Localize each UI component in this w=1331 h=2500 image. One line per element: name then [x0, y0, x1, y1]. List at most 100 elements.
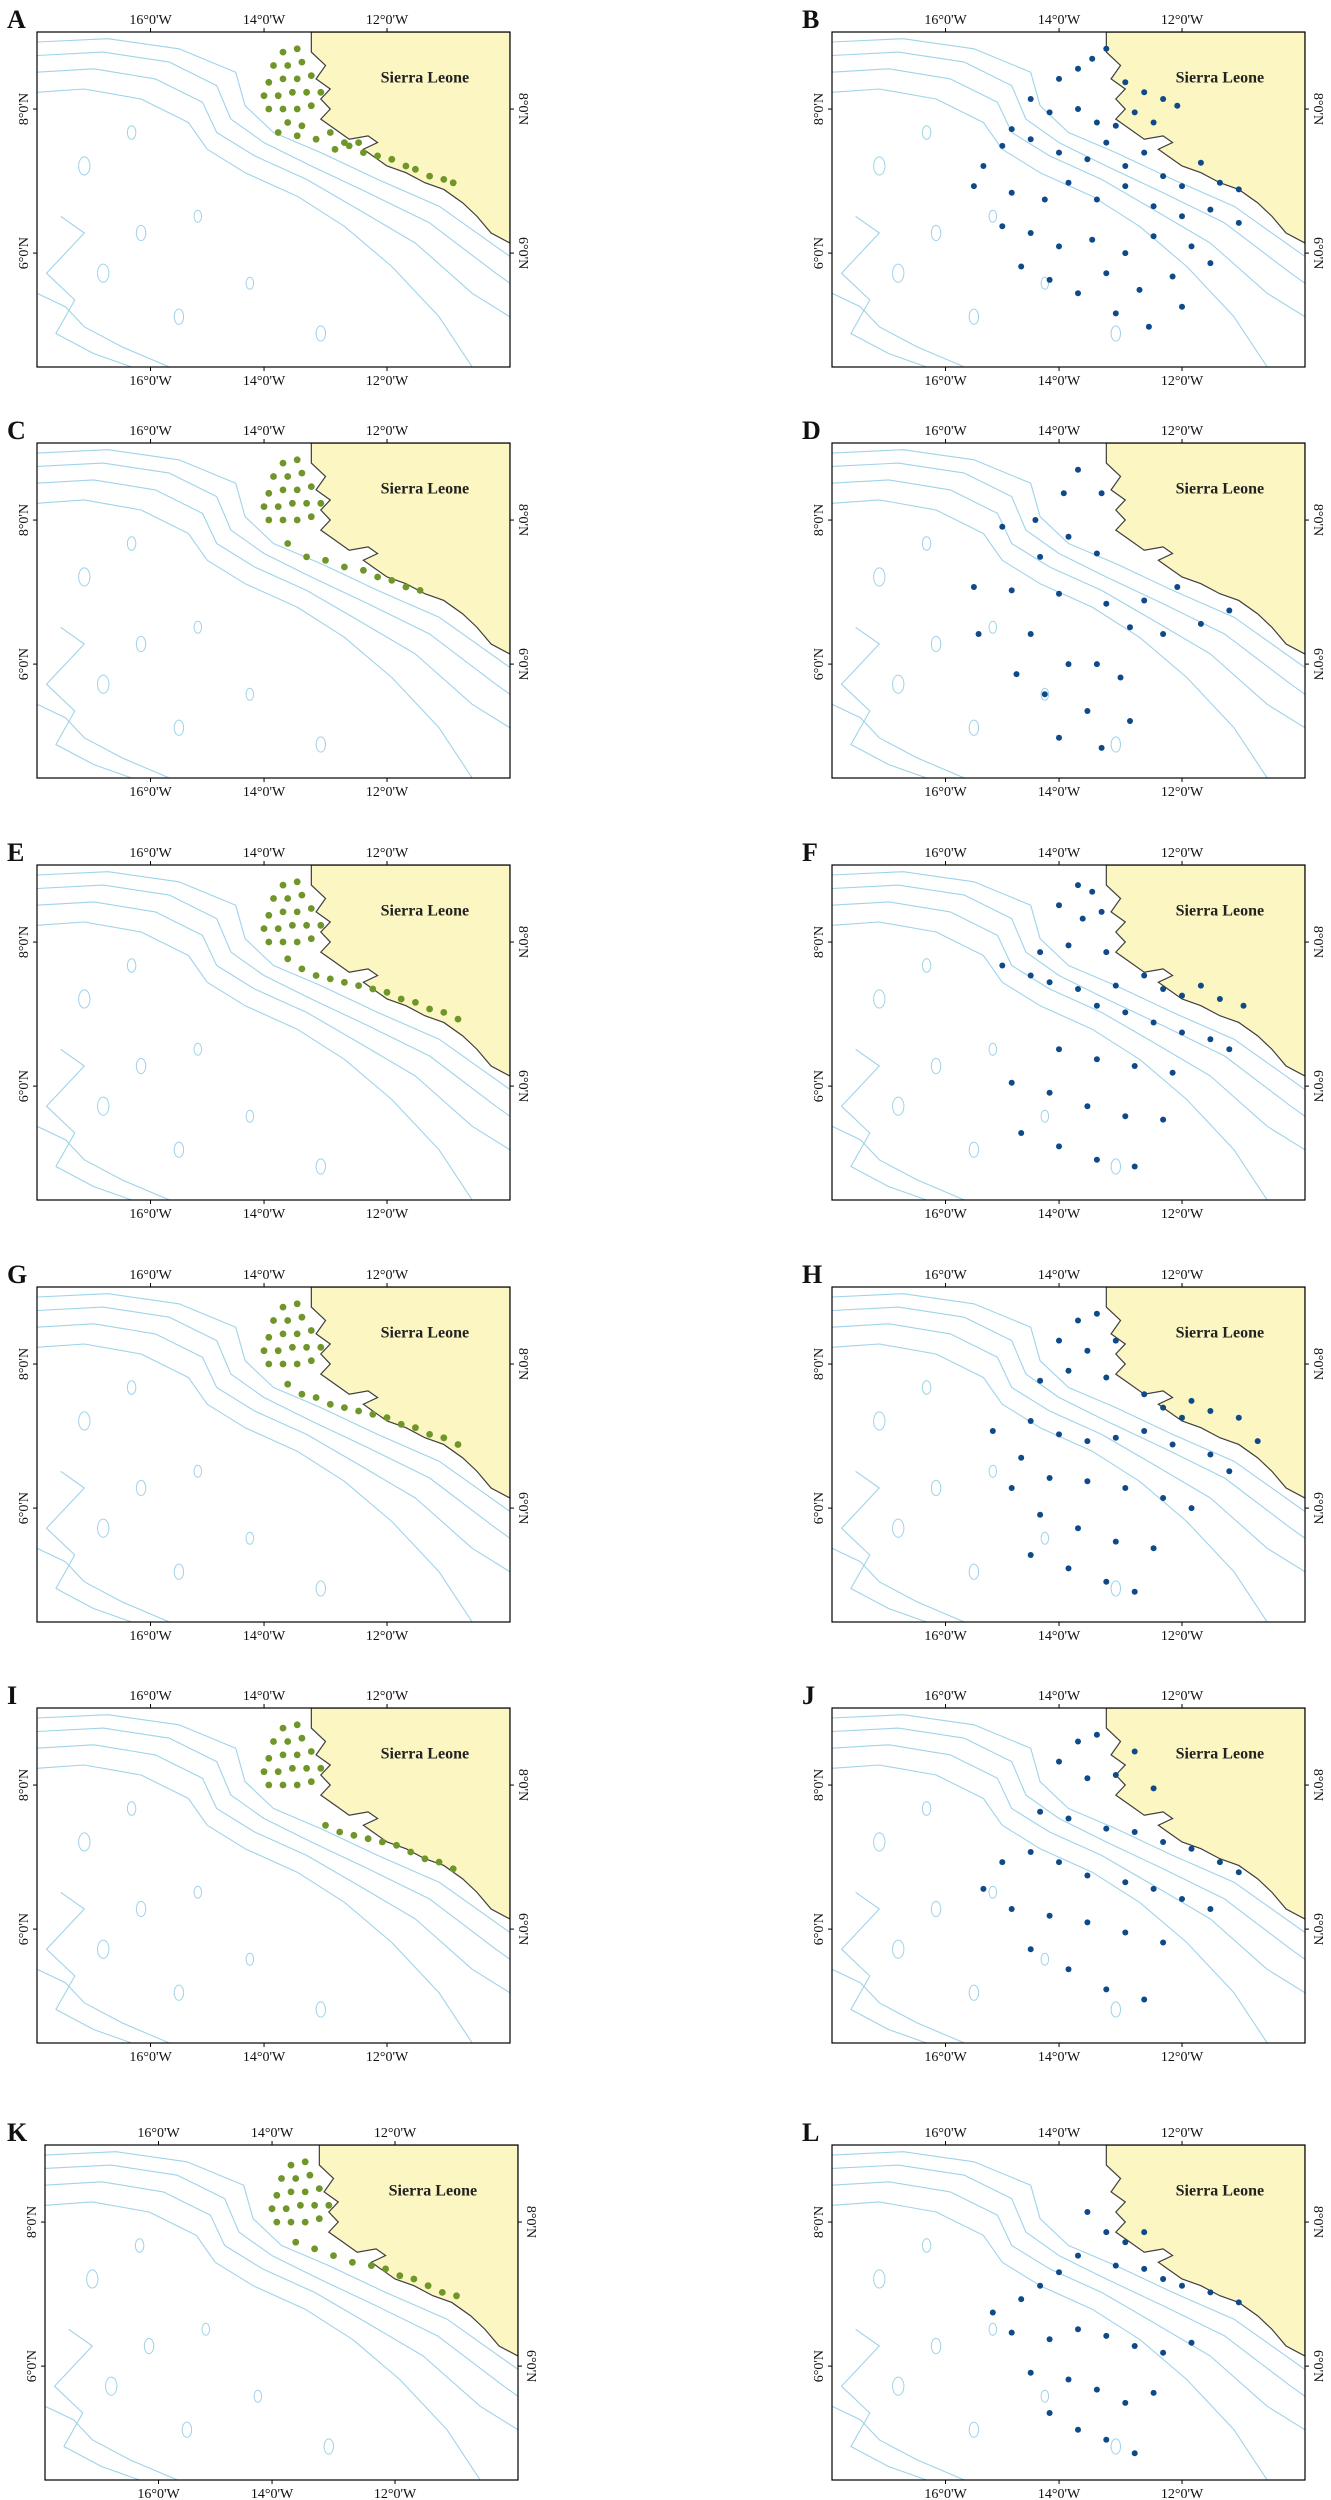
seamount-contour	[873, 156, 886, 176]
seamount-contour	[193, 1885, 203, 1899]
longitude-tick-label-top: 14°0'W	[243, 846, 286, 861]
sampling-station	[1037, 1511, 1044, 1518]
longitude-tick-label-bottom: 16°0'W	[924, 374, 967, 389]
sampling-station	[1027, 1552, 1034, 1558]
latitude-tick-label-right: 8°0'N	[1310, 93, 1325, 125]
sampling-station	[1093, 1156, 1100, 1163]
seamount-contour	[193, 620, 203, 634]
sampling-station	[1188, 1505, 1195, 1512]
sampling-station	[1065, 1367, 1072, 1374]
sampling-station	[287, 2188, 295, 2196]
longitude-tick-label-top: 12°0'W	[366, 13, 409, 28]
land-area	[1105, 865, 1305, 1077]
longitude-tick-label-bottom: 16°0'W	[129, 374, 172, 389]
sampling-station	[369, 985, 377, 993]
seamount-contour	[988, 620, 998, 634]
sampling-station	[1084, 156, 1091, 163]
depth-contour-line	[832, 1714, 1305, 1933]
sampling-station	[1060, 490, 1067, 497]
longitude-tick-label-top: 16°0'W	[129, 1689, 172, 1704]
sampling-station	[1046, 276, 1053, 283]
sampling-station	[435, 1858, 443, 1866]
sampling-station	[449, 1865, 457, 1873]
sampling-station	[1174, 102, 1181, 109]
seamount-contour	[315, 736, 327, 753]
sampling-station	[293, 908, 301, 916]
longitude-tick-label-bottom: 12°0'W	[366, 1629, 409, 1644]
sampling-station	[1160, 1839, 1167, 1845]
sampling-station	[355, 982, 362, 989]
seamount-contour	[97, 1939, 110, 1959]
sampling-station	[298, 1313, 306, 1321]
sampling-station	[317, 499, 325, 507]
sampling-station	[279, 938, 287, 946]
sampling-station	[1122, 1113, 1129, 1120]
latitude-tick-label-left: 6°0'N	[25, 2350, 40, 2382]
sampling-station	[1141, 972, 1148, 979]
depth-contour-line	[37, 1306, 510, 1539]
sampling-station	[1207, 1408, 1214, 1414]
seamount-contour	[315, 1580, 327, 1597]
depth-contour-line	[45, 2181, 518, 2431]
seamount-contour	[315, 1158, 327, 1175]
sampling-station	[1065, 2376, 1072, 2383]
seamount-contour	[245, 276, 255, 290]
longitude-tick-label-top: 14°0'W	[1038, 846, 1081, 861]
sampling-station	[279, 1303, 287, 1311]
longitude-tick-label-top: 16°0'W	[924, 1268, 967, 1283]
sampling-station	[303, 88, 310, 96]
land-area	[318, 2145, 518, 2357]
sampling-station	[260, 1347, 268, 1355]
longitude-tick-label-bottom: 14°0'W	[1038, 1629, 1081, 1644]
sampling-station	[1093, 661, 1100, 668]
sampling-station	[312, 1394, 320, 1401]
sampling-station	[1150, 1019, 1157, 1026]
latitude-tick-label-right: 8°0'N	[1310, 2206, 1325, 2238]
latitude-tick-label-right: 6°0'N	[1310, 237, 1325, 269]
map-panel-e: E Sierra Leone 16°0'W 16°0'W 14°0'W 14°0'W 12°…	[7, 838, 530, 1222]
map-frame	[36, 1707, 511, 2044]
seamount-contour	[173, 1984, 185, 2001]
longitude-tick-label-bottom: 16°0'W	[129, 785, 172, 800]
seamount-contour	[1040, 1952, 1050, 1966]
land-area	[1105, 443, 1305, 655]
sampling-station	[1131, 1163, 1138, 1170]
seamount-contour	[135, 1057, 147, 1075]
sampling-station	[284, 955, 292, 963]
sampling-station	[1112, 1434, 1119, 1441]
sampling-station	[1027, 96, 1034, 102]
sampling-station	[1037, 553, 1044, 560]
depth-contour-line	[832, 499, 1268, 778]
sampling-station	[284, 895, 292, 902]
sampling-station	[1131, 109, 1138, 116]
sampling-station	[1103, 2229, 1110, 2236]
land-area	[310, 443, 510, 655]
sampling-station	[1141, 89, 1148, 96]
sampling-station	[349, 2258, 356, 2266]
land-area	[1105, 2145, 1305, 2357]
sampling-station	[1216, 996, 1223, 1002]
sampling-station	[1141, 597, 1148, 604]
sampling-station	[301, 2218, 309, 2226]
depth-contour-line	[45, 2201, 481, 2480]
depth-contour-line	[37, 1968, 170, 2043]
longitude-tick-label-top: 14°0'W	[1038, 1689, 1081, 1704]
depth-contour-line	[37, 901, 510, 1151]
sampling-station	[270, 473, 277, 480]
latitude-tick-label-right: 6°0'N	[1310, 1492, 1325, 1524]
seamount-contour	[930, 1900, 942, 1918]
depth-contour-line	[45, 2151, 518, 2370]
latitude-tick-label-left: 6°0'N	[812, 237, 827, 269]
sampling-station	[1103, 1374, 1110, 1381]
depth-contour-line	[832, 51, 1305, 284]
longitude-tick-label-bottom: 16°0'W	[129, 1207, 172, 1222]
latitude-tick-label-right: 8°0'N	[515, 1769, 530, 1801]
sampling-station	[284, 62, 292, 69]
sampling-station	[298, 122, 306, 130]
seamount-contour	[78, 156, 91, 176]
seamount-contour	[892, 1518, 905, 1538]
sampling-station	[317, 1764, 325, 1772]
sampling-station	[1127, 624, 1133, 631]
sampling-station	[1235, 1414, 1242, 1421]
sampling-station	[1084, 1103, 1091, 1110]
